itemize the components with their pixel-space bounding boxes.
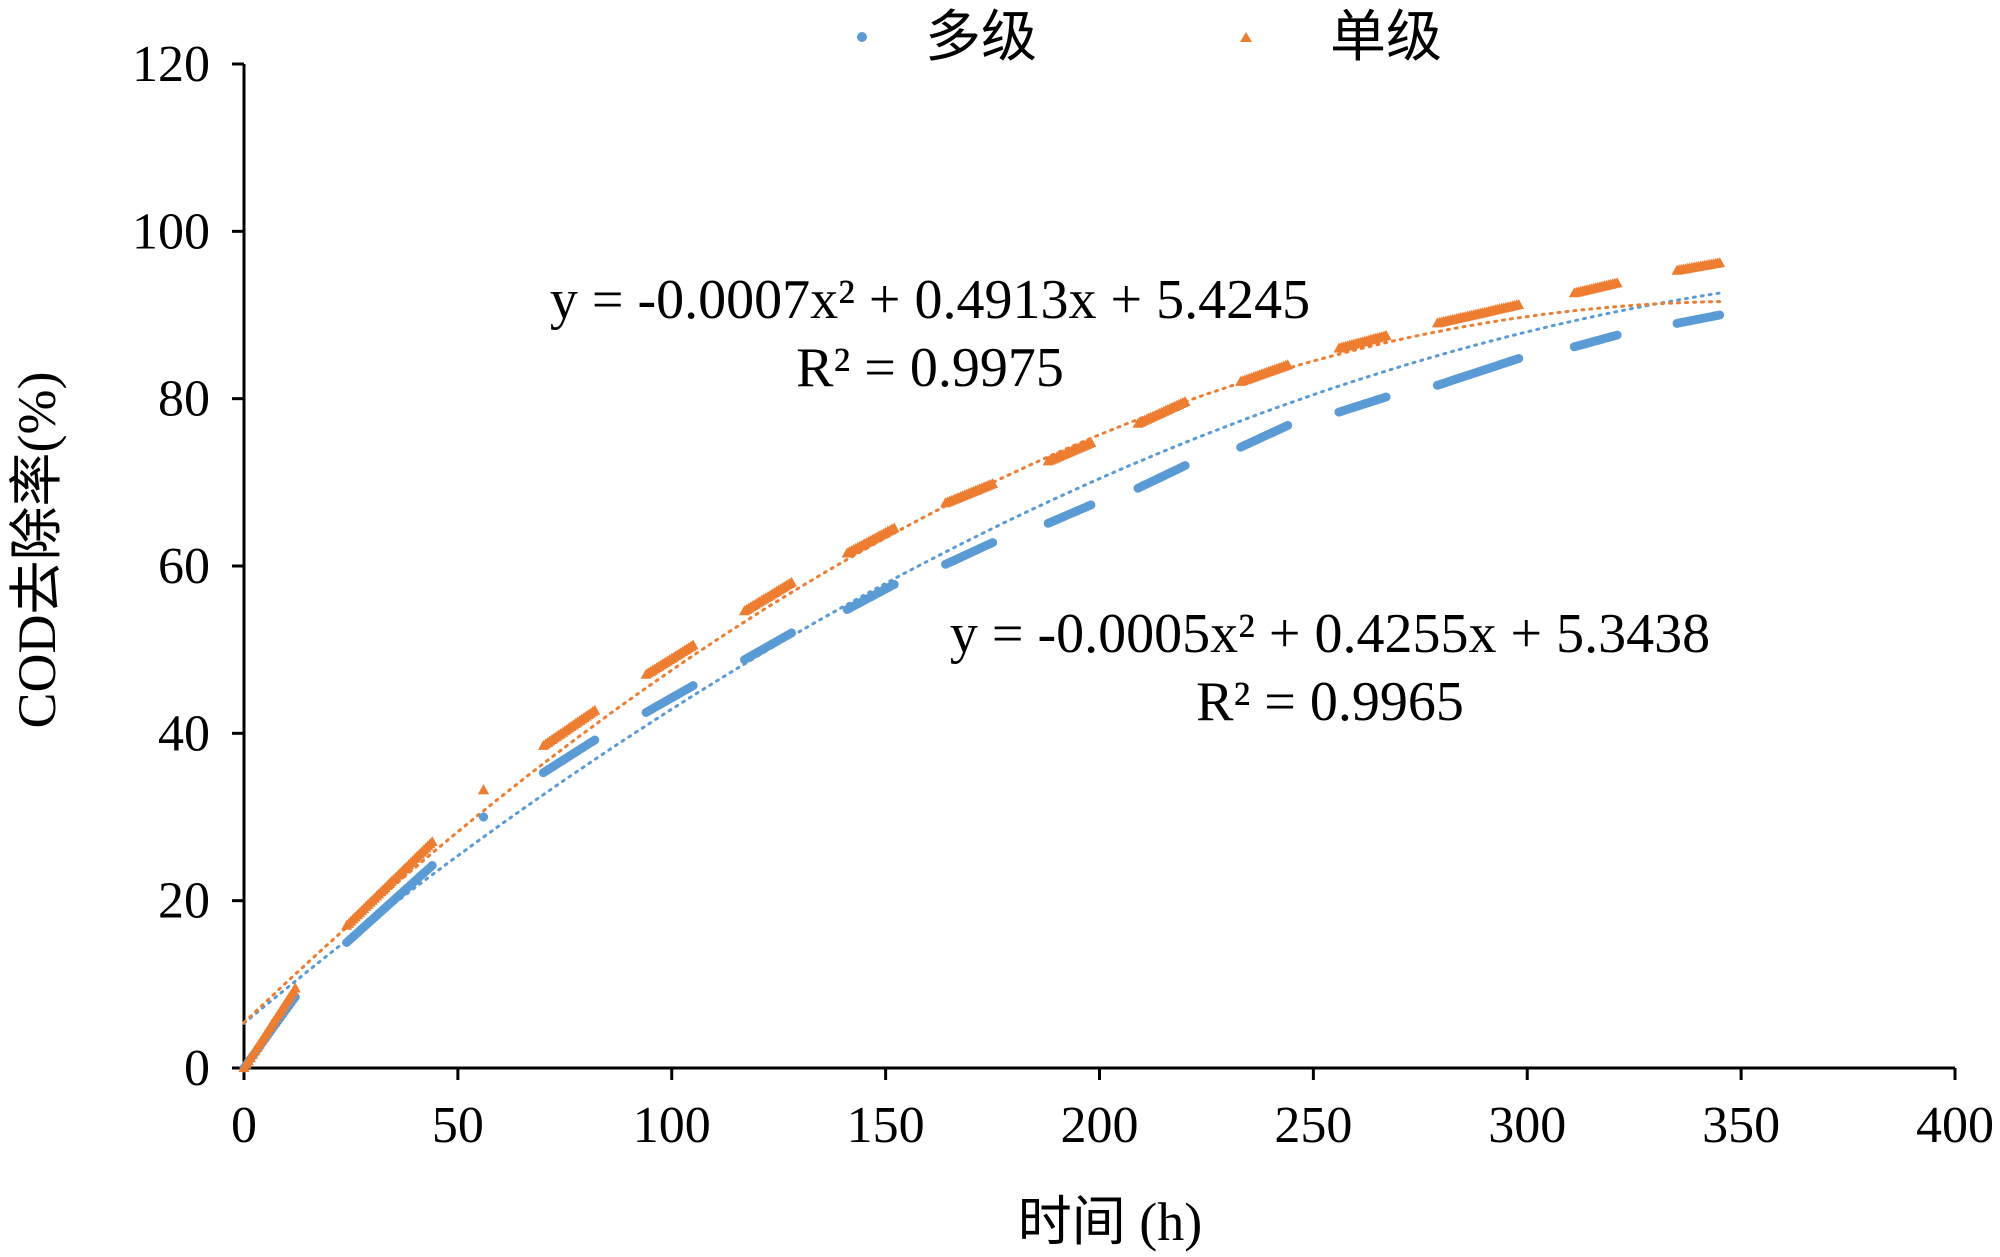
data-point-single: [987, 478, 999, 488]
y-tick-label: 60: [158, 538, 210, 595]
data-point-single: [1513, 299, 1525, 309]
x-tick-label: 300: [1488, 1097, 1566, 1154]
data-point-multi: [988, 538, 998, 548]
equation-single-formula: y = -0.0007x² + 0.4913x + 5.4245: [550, 269, 1310, 331]
data-point-single: [687, 639, 699, 650]
trendline-multi: [242, 291, 1722, 1025]
x-tick-label: 0: [231, 1097, 257, 1154]
equation-single-r2: R² = 0.9975: [796, 337, 1064, 399]
y-tick-label: 120: [132, 36, 210, 93]
data-point-multi: [1381, 392, 1391, 402]
x-tick-label: 50: [432, 1097, 484, 1154]
data-point-single: [1179, 396, 1191, 406]
data-markers: [238, 257, 1726, 1073]
y-tick-label: 100: [132, 203, 210, 260]
legend-marker-single: [1240, 32, 1252, 42]
data-point-multi: [1514, 354, 1524, 363]
x-tick-label: 100: [633, 1097, 711, 1154]
data-point-single: [478, 784, 489, 795]
x-tick-label: 250: [1274, 1097, 1352, 1154]
data-point-single: [1380, 329, 1392, 340]
x-tick-label: 400: [1916, 1097, 1994, 1154]
x-axis-title: 时间 (h): [1018, 1192, 1202, 1252]
data-point-multi: [787, 628, 796, 638]
data-point-multi: [1283, 420, 1293, 430]
data-point-multi: [1715, 310, 1725, 320]
equation-multi-r2: R² = 0.9965: [1196, 671, 1464, 733]
legend-label-single: 单级: [1330, 7, 1442, 69]
x-tick-label: 150: [847, 1097, 925, 1154]
data-point-single: [426, 836, 438, 847]
x-tick-label: 200: [1061, 1097, 1139, 1154]
legend: 多级 单级: [857, 7, 1442, 69]
data-point-single: [589, 704, 601, 715]
data-point-single: [289, 982, 301, 993]
y-tick-label: 0: [184, 1040, 210, 1097]
y-axis-title: COD去除率(%): [7, 372, 67, 729]
data-point-multi: [1086, 500, 1096, 510]
data-point-multi: [479, 812, 488, 822]
data-point-single: [786, 576, 797, 587]
data-point-multi: [1612, 330, 1622, 340]
data-point-single: [1714, 257, 1726, 268]
data-point-single: [1282, 359, 1294, 370]
data-point-multi: [1180, 461, 1190, 471]
equation-multi: y = -0.0005x² + 0.4255x + 5.3438 R² = 0.…: [950, 603, 1710, 733]
legend-label-multi: 多级: [925, 7, 1037, 69]
axes: 0 20 40 60 80 100 120 0 50 100 150 200 250 300 350 400: [132, 36, 1994, 1154]
x-tick-label: 350: [1702, 1097, 1780, 1154]
legend-marker-multi: [857, 32, 867, 42]
data-point-single: [1611, 277, 1623, 288]
data-point-multi: [889, 579, 899, 589]
equation-multi-formula: y = -0.0005x² + 0.4255x + 5.3438: [950, 603, 1710, 665]
data-point-single: [888, 522, 900, 533]
data-point-multi: [427, 861, 437, 870]
y-tick-label: 40: [158, 705, 210, 762]
y-tick-label: 20: [158, 873, 210, 930]
y-tick-label: 80: [158, 371, 210, 428]
data-point-single: [1085, 437, 1097, 447]
data-point-multi: [590, 735, 600, 745]
equation-single: y = -0.0007x² + 0.4913x + 5.4245 R² = 0.…: [550, 269, 1310, 399]
data-point-multi: [688, 681, 698, 691]
